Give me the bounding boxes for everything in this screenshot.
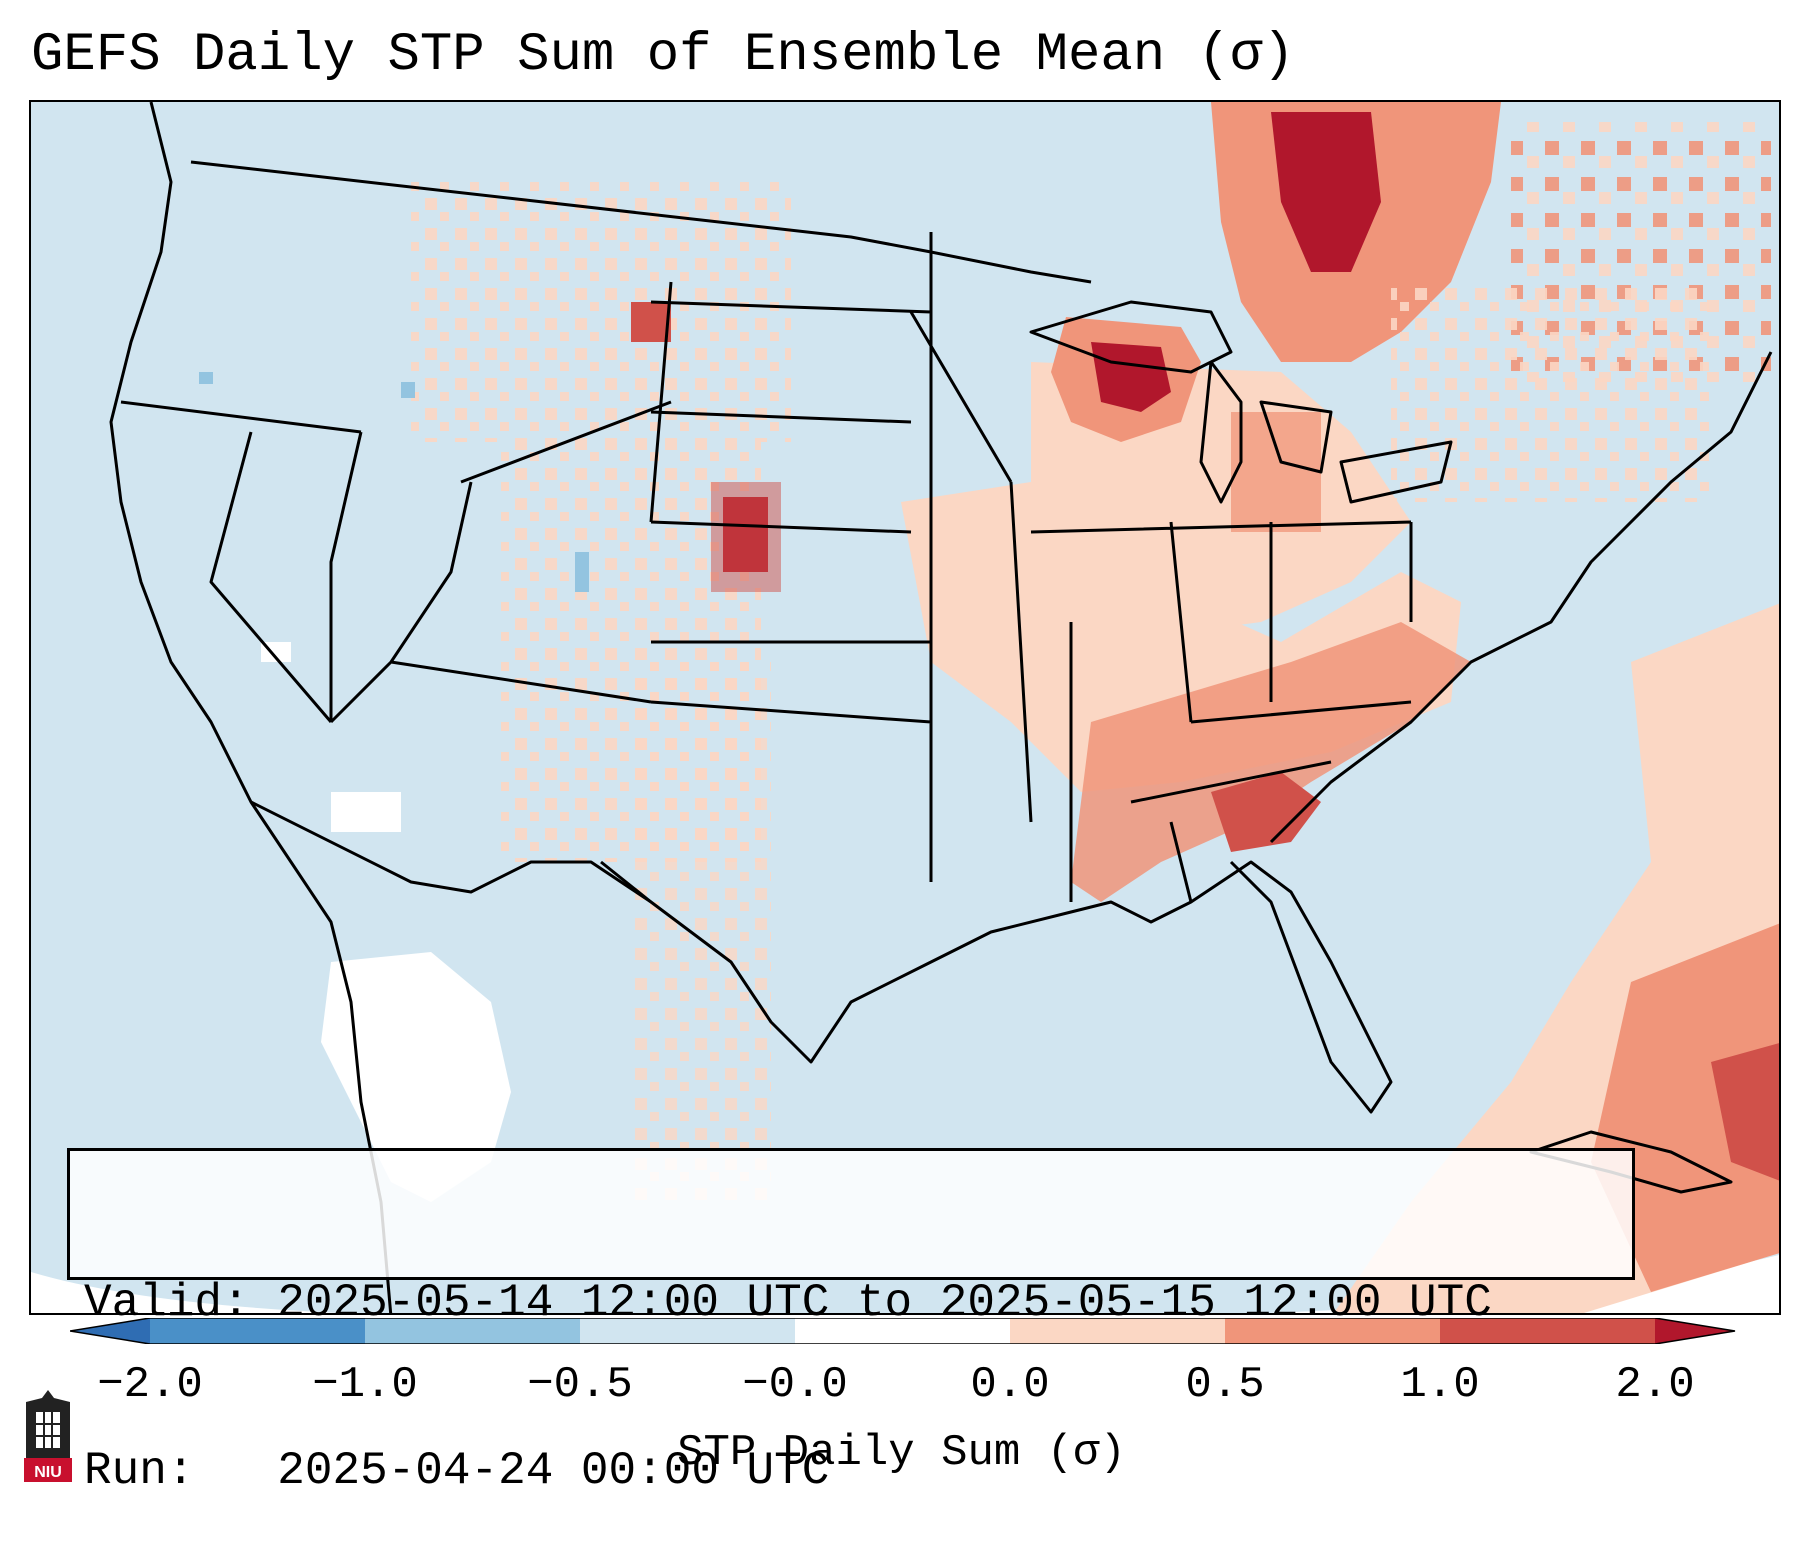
state-lines-central (650, 232, 1033, 882)
colorbar-tick-1: −1.0 (312, 1360, 418, 1410)
colorbar-outline (70, 1318, 1736, 1344)
us-mexico-border (250, 800, 652, 904)
boundaries (109, 102, 1773, 1313)
anomaly-wisconsin-max (1091, 342, 1171, 412)
colorbar-segment-3 (795, 1318, 1010, 1344)
anomaly-ontario-max (1271, 112, 1381, 272)
state-lines-west (120, 281, 673, 724)
neutral-arizona (331, 792, 401, 832)
anomaly-nebraska-edge (711, 482, 781, 592)
colorbar-segment-6 (1440, 1318, 1655, 1344)
colorbar-extend-high (1655, 1318, 1735, 1344)
neutral-mexico (321, 952, 511, 1202)
colorbar-tick-5: 0.5 (1185, 1360, 1265, 1410)
great-lakes-outline (1029, 300, 1453, 504)
colorbar-segment-2 (580, 1318, 795, 1344)
logo-window-grid-icon (36, 1412, 60, 1448)
east-coast (1269, 351, 1773, 844)
anomaly-atlantic-max (1711, 1043, 1779, 1181)
anomaly-wyoming-spot (631, 302, 671, 342)
colorbar (70, 1318, 1736, 1344)
chart-title: GEFS Daily STP Sum of Ensemble Mean (σ) (31, 25, 1295, 86)
run-row: Run: 2025-04-24 00:00 UTC (84, 1443, 1632, 1499)
colorbar-tick-6: 1.0 (1400, 1360, 1480, 1410)
run-label: Run: (84, 1445, 195, 1497)
logo-grid-lines (36, 1412, 60, 1448)
colorbar-extend-low (70, 1318, 150, 1344)
colorbar-segment-0 (150, 1318, 365, 1344)
gulf-coast (600, 860, 1393, 1114)
state-lines-east (1030, 520, 1413, 903)
colorbar-tick-7: 2.0 (1615, 1360, 1695, 1410)
negative-colorado (575, 552, 589, 592)
negative-idaho (401, 382, 415, 398)
west-coast (109, 102, 393, 1313)
colorbar-segment-1 (365, 1318, 580, 1344)
colorbar-segment-4 (1010, 1318, 1225, 1344)
logo-red-banner (24, 1458, 72, 1482)
run-value: 2025-04-24 00:00 UTC (277, 1445, 830, 1497)
colorbar-tick-3: −0.0 (742, 1360, 848, 1410)
anomaly-atlantic-strong (1591, 923, 1779, 1292)
map-svg (31, 102, 1779, 1313)
colorbar-tick-2: −0.5 (527, 1360, 633, 1410)
logo-text: NIU (34, 1464, 62, 1481)
niu-logo: NIU (24, 1390, 72, 1482)
negative-oregon (199, 372, 213, 384)
anomaly-northeast (1391, 282, 1711, 502)
colorbar-label: STP Daily Sum (σ) (677, 1428, 1126, 1478)
colorbar-tick-0: −2.0 (97, 1360, 203, 1410)
anomaly-southeast (1071, 622, 1471, 902)
anomaly-south-texas (631, 662, 771, 1202)
validity-info-box: Valid: 2025-05-14 12:00 UTC to 2025-05-1… (67, 1148, 1635, 1497)
map-panel (29, 100, 1781, 1315)
anomaly-michigan (1231, 412, 1321, 532)
colorbar-segment-5 (1225, 1318, 1440, 1344)
anomaly-alabama-max (1211, 772, 1321, 852)
anomaly-field (199, 102, 1779, 1313)
colorbar-tick-4: 0.0 (970, 1360, 1050, 1410)
anomaly-northern-rockies (411, 182, 791, 442)
